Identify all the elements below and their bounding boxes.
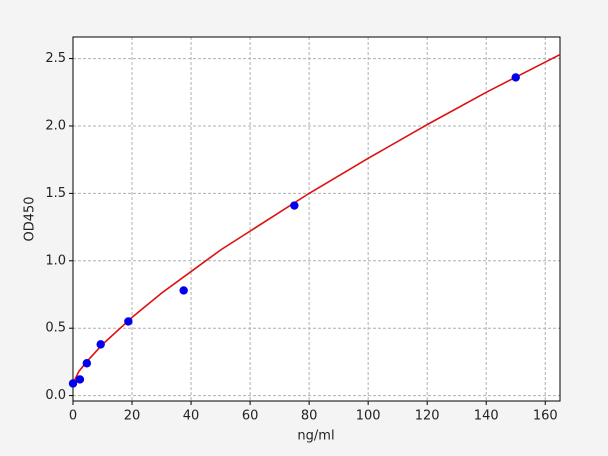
data-point [96, 340, 105, 349]
x-tick-label: 160 [533, 409, 558, 424]
x-tick-label: 40 [183, 409, 200, 424]
data-point [68, 379, 78, 388]
plot-area [73, 37, 560, 401]
y-axis-label: OD450 [23, 196, 38, 241]
data-point [124, 317, 133, 326]
x-tick-label: 120 [415, 409, 440, 424]
fit-curve [72, 53, 561, 384]
x-tick-label: 100 [356, 409, 381, 424]
y-tick-label: 0.0 [45, 388, 66, 403]
x-tick-label: 0 [69, 409, 77, 424]
y-tick-label: 0.5 [45, 321, 66, 336]
data-point [179, 286, 188, 295]
y-tick-label: 1.0 [45, 253, 66, 268]
data-point [290, 201, 299, 210]
x-tick-label: 80 [301, 409, 318, 424]
y-tick-label: 1.5 [45, 186, 66, 201]
x-tick-label: 60 [242, 409, 259, 424]
x-tick-label: 140 [474, 409, 499, 424]
y-tick-label: 2.5 [45, 51, 66, 66]
data-point [511, 73, 520, 82]
plot-frame [72, 36, 561, 402]
data-point [75, 375, 85, 384]
data-point [82, 359, 92, 368]
y-tick-label: 2.0 [45, 118, 66, 133]
x-axis-label: ng/ml [297, 429, 334, 444]
x-tick-label: 20 [124, 409, 141, 424]
